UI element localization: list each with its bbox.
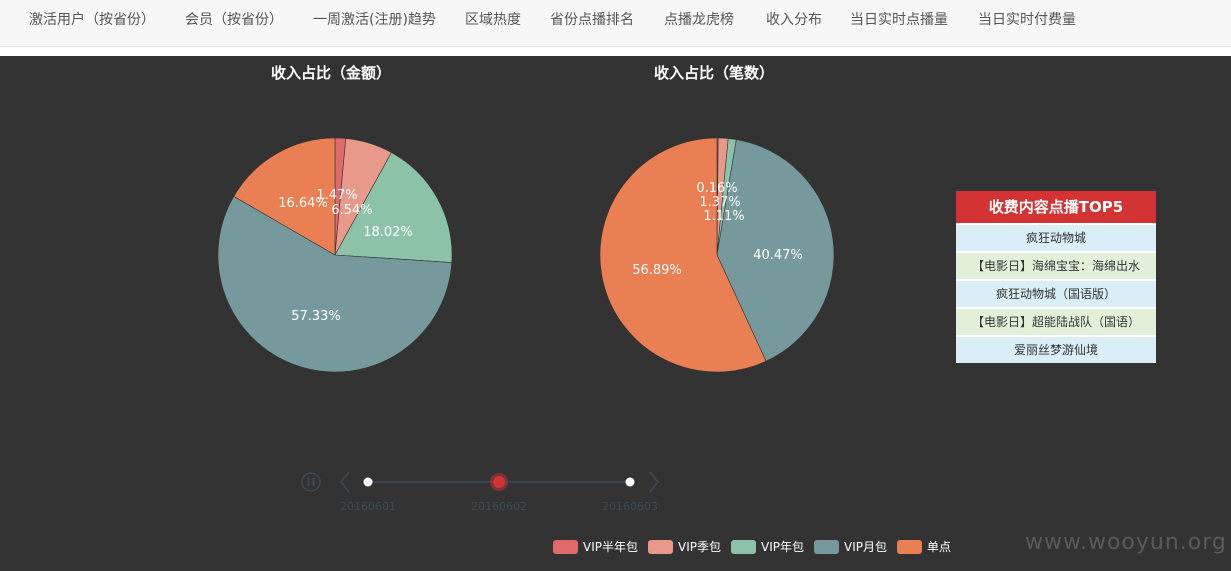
legend-label: VIP月包 <box>844 540 887 554</box>
legend-label: VIP半年包 <box>583 540 638 554</box>
tab-weekly-activation-trend[interactable]: 一周激活(注册)趋势 <box>313 12 436 28</box>
legend-item-single[interactable]: 单点 <box>897 538 951 556</box>
top5-item[interactable]: 【电影日】海绵宝宝：海绵出水 <box>956 251 1156 279</box>
legend-label: VIP季包 <box>678 540 721 554</box>
top-navigation: 激活用户（按省份） 会员（按省份） 一周激活(注册)趋势 区域热度 省份点播排名… <box>0 0 1231 47</box>
legend-item-vip-season[interactable]: VIP季包 <box>648 538 721 556</box>
timeline-prev-icon[interactable] <box>339 471 350 493</box>
slice-percent-label: 57.33% <box>291 309 341 324</box>
timeline-next-icon[interactable] <box>649 471 660 493</box>
pie-chart-title-count: 收入占比（笔数） <box>653 64 774 82</box>
slice-vip-month[interactable] <box>716 139 835 362</box>
legend-swatch <box>814 539 839 554</box>
tab-province-vod-ranking[interactable]: 省份点播排名 <box>550 12 634 28</box>
slice-percent-label: 16.64% <box>278 196 328 211</box>
legend-label: VIP年包 <box>761 540 804 554</box>
tab-region-heat[interactable]: 区域热度 <box>465 12 521 28</box>
slice-percent-label: 1.11% <box>703 209 744 224</box>
slice-percent-label: 56.89% <box>632 263 682 278</box>
tab-daily-realtime-payments[interactable]: 当日实时付费量 <box>978 12 1076 28</box>
top5-item[interactable]: 【电影日】超能陆战队（国语） <box>956 307 1156 335</box>
watermark: www.wooyun.org <box>1025 530 1227 555</box>
legend-swatch <box>553 539 578 554</box>
timeline-point[interactable] <box>363 477 373 487</box>
legend-label: 单点 <box>927 540 952 554</box>
pause-icon[interactable] <box>301 472 321 492</box>
slice-percent-label: 0.16% <box>696 181 737 196</box>
slice-percent-label: 1.47% <box>316 188 357 203</box>
slice-single[interactable] <box>599 137 767 373</box>
top5-item[interactable]: 疯狂动物城 <box>956 223 1156 251</box>
top5-item[interactable]: 疯狂动物城（国语版） <box>956 279 1156 307</box>
slice-vip-year[interactable] <box>334 152 453 263</box>
tab-vod-leaderboard[interactable]: 点播龙虎榜 <box>664 12 734 28</box>
legend-swatch <box>897 539 922 554</box>
legend-swatch <box>648 539 673 554</box>
timeline-point-current[interactable] <box>493 476 505 488</box>
top5-title: 收费内容点播TOP5 <box>956 191 1156 223</box>
slice-percent-label: 18.02% <box>363 225 413 240</box>
tab-daily-realtime-vod[interactable]: 当日实时点播量 <box>850 12 948 28</box>
top5-panel: 收费内容点播TOP5 疯狂动物城 【电影日】海绵宝宝：海绵出水 疯狂动物城（国语… <box>956 191 1156 363</box>
legend-swatch <box>731 539 756 554</box>
slice-single[interactable] <box>233 137 336 256</box>
legend-item-vip-year[interactable]: VIP年包 <box>731 538 804 556</box>
tab-active-users-by-province[interactable]: 激活用户（按省份） <box>29 12 155 28</box>
legend-item-vip-month[interactable]: VIP月包 <box>814 538 887 556</box>
slice-percent-label: 40.47% <box>753 248 803 263</box>
slice-percent-label: 6.54% <box>331 203 372 218</box>
slice-percent-label: 1.37% <box>699 195 740 210</box>
tab-members-by-province[interactable]: 会员（按省份） <box>185 12 283 28</box>
timeline-point[interactable] <box>625 477 635 487</box>
tab-income-distribution[interactable]: 收入分布 <box>766 12 822 28</box>
pie-chart-title-amount: 收入占比（金额） <box>270 64 391 82</box>
legend-item-vip-half-year[interactable]: VIP半年包 <box>553 538 638 556</box>
nav-separator <box>0 47 1231 56</box>
top5-item[interactable]: 爱丽丝梦游仙境 <box>956 335 1156 363</box>
slice-vip-month[interactable] <box>217 195 453 373</box>
